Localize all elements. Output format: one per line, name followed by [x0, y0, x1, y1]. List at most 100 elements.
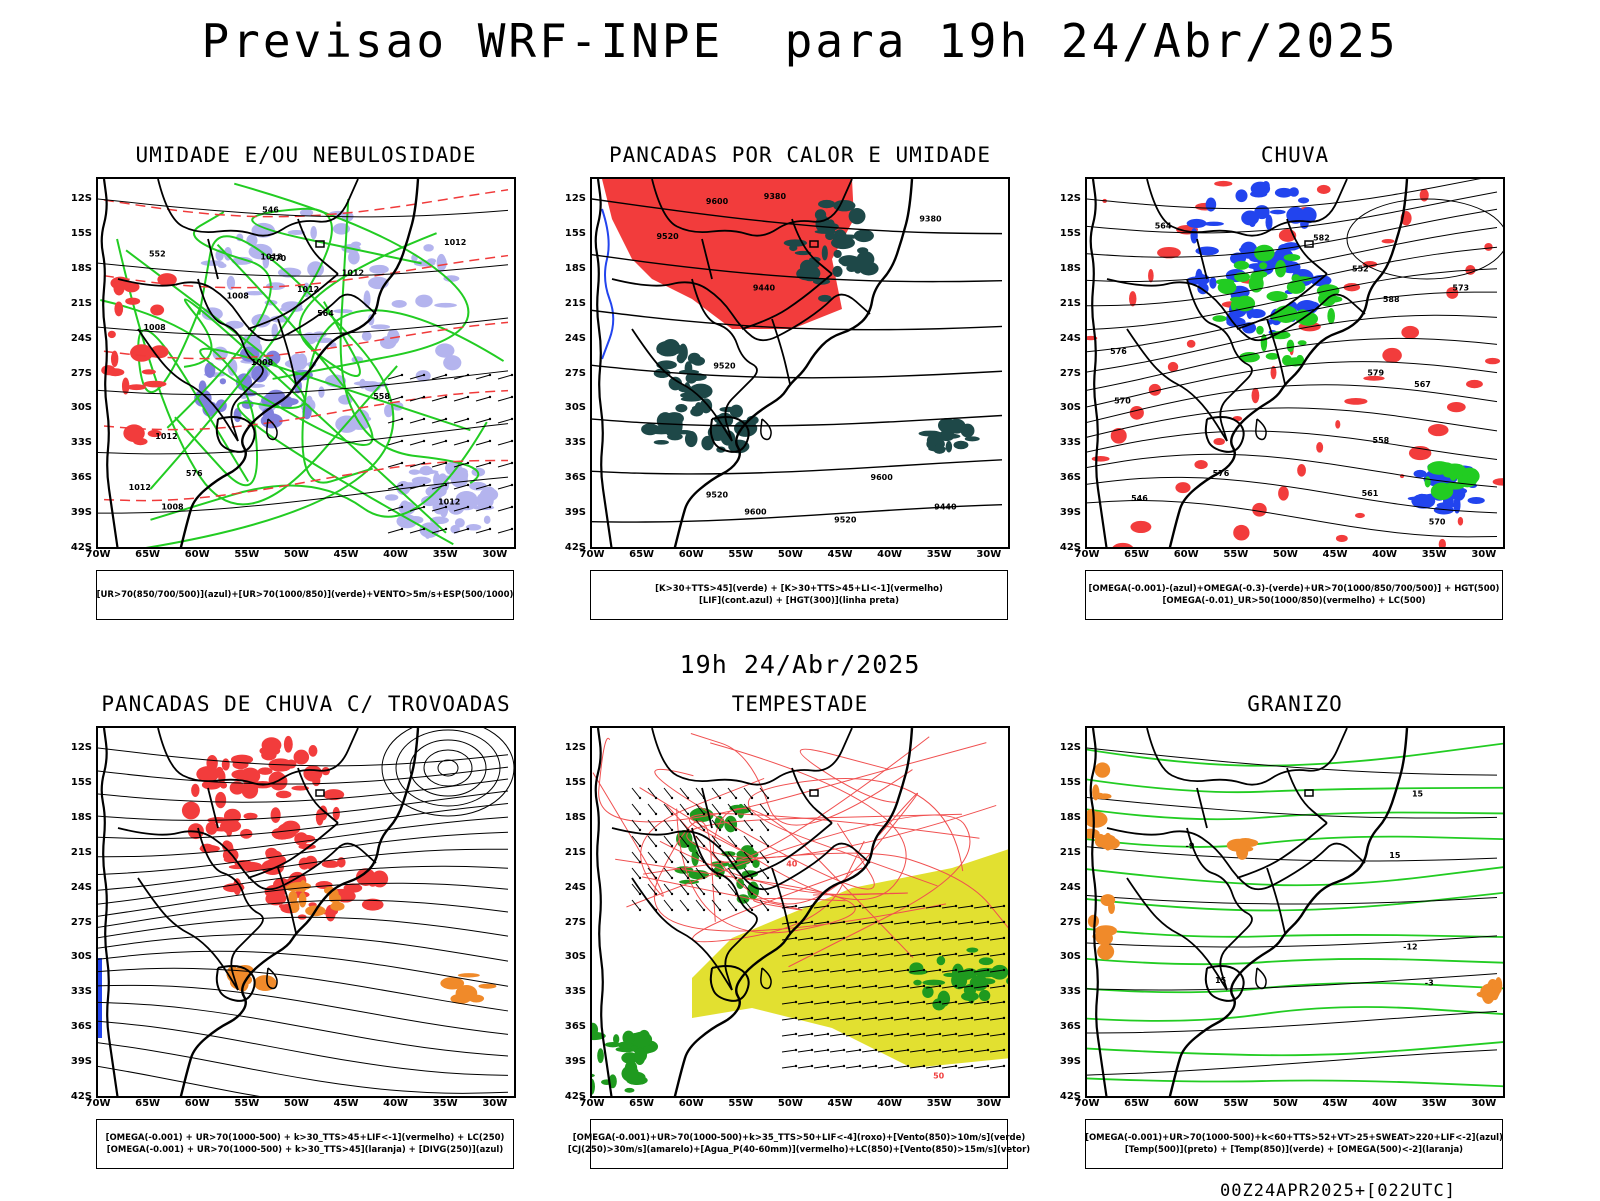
wind-850-vector [797, 1017, 813, 1021]
height-500hpa-contour [1087, 361, 1498, 408]
latitude-tick-label: 12S [1059, 193, 1081, 204]
map-chuva: 588 582 579 576 576 573 570 570 567 564 561 558 552 5… [1085, 177, 1505, 549]
wind-850-vector [909, 905, 925, 909]
political-border [1146, 728, 1348, 786]
streamline-250hpa [423, 749, 473, 787]
wind-850-vector [829, 1033, 845, 1037]
political-border [1126, 328, 1228, 442]
wind-850-vector [938, 968, 942, 972]
height-500hpa-contour [1087, 407, 1498, 438]
wind-850-vector [711, 883, 721, 895]
wind-850-vector [810, 952, 814, 956]
wind-850-vector [845, 985, 861, 989]
storm-area-red [215, 791, 227, 809]
storm-area-red [221, 758, 230, 771]
humidity-mid-level-area [447, 499, 465, 515]
contour-label: 1012 [260, 253, 282, 262]
wind-850-vector [874, 968, 878, 972]
wind-vector [475, 462, 491, 468]
wind-850-vector [670, 844, 674, 848]
wind-850-vector [734, 908, 738, 912]
wind-850-vector [702, 908, 706, 912]
political-border [247, 822, 339, 879]
wind-850-vector [631, 867, 641, 879]
humidity-red-area [157, 273, 177, 287]
wind-850-vector [890, 984, 894, 988]
wind-850-vector [810, 1064, 814, 1068]
humidity-red-area [123, 424, 145, 442]
longitude-axis: 70W 65W 60W 55W 50W 45W 40W 35W 30W [580, 549, 1010, 563]
wind-850-vector [842, 1064, 846, 1068]
wind-vector [387, 418, 403, 424]
wind-850-vector [702, 876, 706, 880]
storm-area-red [205, 821, 218, 835]
instability-area-teal [801, 260, 820, 270]
longitude-tick-label: 65W [135, 549, 161, 560]
wind-850-area-green [597, 1048, 604, 1064]
latitude-tick-label: 12S [564, 193, 586, 204]
wind-850-vector [874, 936, 878, 940]
latitude-tick-label: 18S [1059, 262, 1081, 274]
contour-label: 1008 [143, 323, 166, 332]
instability-area-teal [684, 430, 698, 448]
run-timestamp: 00Z24APR2025+[022UTC] [1220, 1181, 1456, 1201]
wind-850-vector [973, 905, 989, 909]
temperature-850-contour [1087, 1041, 1503, 1057]
latitude-tick-label: 33S [1059, 437, 1081, 449]
wind-850-vector [663, 803, 673, 815]
longitude-tick-label: 60W [184, 549, 210, 560]
country-border [215, 965, 256, 1002]
wind-850-vector [734, 844, 738, 848]
precipitable-water-contour [654, 768, 875, 890]
wind-850-vector [938, 1016, 942, 1020]
rain-area-red [1354, 512, 1365, 519]
instability-area-teal [690, 407, 704, 417]
rain-area-green [1283, 254, 1301, 262]
humidity-low-level-contour [183, 298, 447, 534]
height-500hpa-contour [1087, 337, 1498, 391]
wind-850-area-green [978, 989, 991, 1002]
rain-area-blue [1413, 469, 1427, 478]
storm-area-red [206, 754, 218, 772]
wind-850-vector [702, 828, 706, 832]
rain-area-green [1327, 308, 1335, 325]
political-border [1236, 273, 1328, 330]
temperature-850-contour [1087, 1006, 1503, 1022]
wind-850-vector [647, 851, 657, 863]
storm-area-red [240, 828, 253, 839]
instability-area-teal [689, 383, 713, 399]
rain-area-red [1316, 442, 1324, 453]
wind-850-vector [810, 920, 814, 924]
wind-vector [453, 396, 469, 402]
latitude-tick-label: 18S [70, 262, 92, 274]
wind-850-vector [829, 969, 845, 973]
humidity-mid-level-area [421, 495, 438, 507]
temperature-500-contour [1087, 796, 1498, 819]
wind-850-area-green [621, 1065, 639, 1082]
wind-vector [466, 483, 470, 487]
wind-850-vector [829, 937, 845, 941]
pressure-contour [98, 198, 509, 218]
latitude-tick-label: 39S [1059, 1056, 1081, 1068]
wind-850-vector [638, 796, 642, 800]
wind-850-vector [890, 1048, 894, 1052]
rain-area-green [1217, 280, 1237, 295]
latitude-tick-label: 15S [564, 227, 586, 239]
streamline-250hpa [98, 882, 509, 917]
instability-area-teal [789, 244, 798, 252]
longitude-tick-label: 70W [85, 1098, 111, 1109]
wind-850-vector [909, 1033, 925, 1037]
rain-area-blue [1235, 189, 1248, 203]
longitude-tick-label: 50W [283, 549, 309, 560]
longitude-tick-label: 35W [926, 549, 952, 560]
rain-area-blue [1203, 221, 1224, 227]
rain-area-green [1253, 270, 1268, 278]
latitude-tick-label: 39S [564, 507, 586, 519]
wind-850-vector [874, 1032, 878, 1036]
wind-850-vector [845, 1017, 861, 1021]
humidity-low-level-contour [150, 421, 488, 521]
rain-area-blue [1265, 214, 1273, 231]
wind-850-vector [842, 952, 846, 956]
humidity-mid-level-area [231, 256, 253, 265]
temperature-500-contour [1087, 747, 1498, 776]
